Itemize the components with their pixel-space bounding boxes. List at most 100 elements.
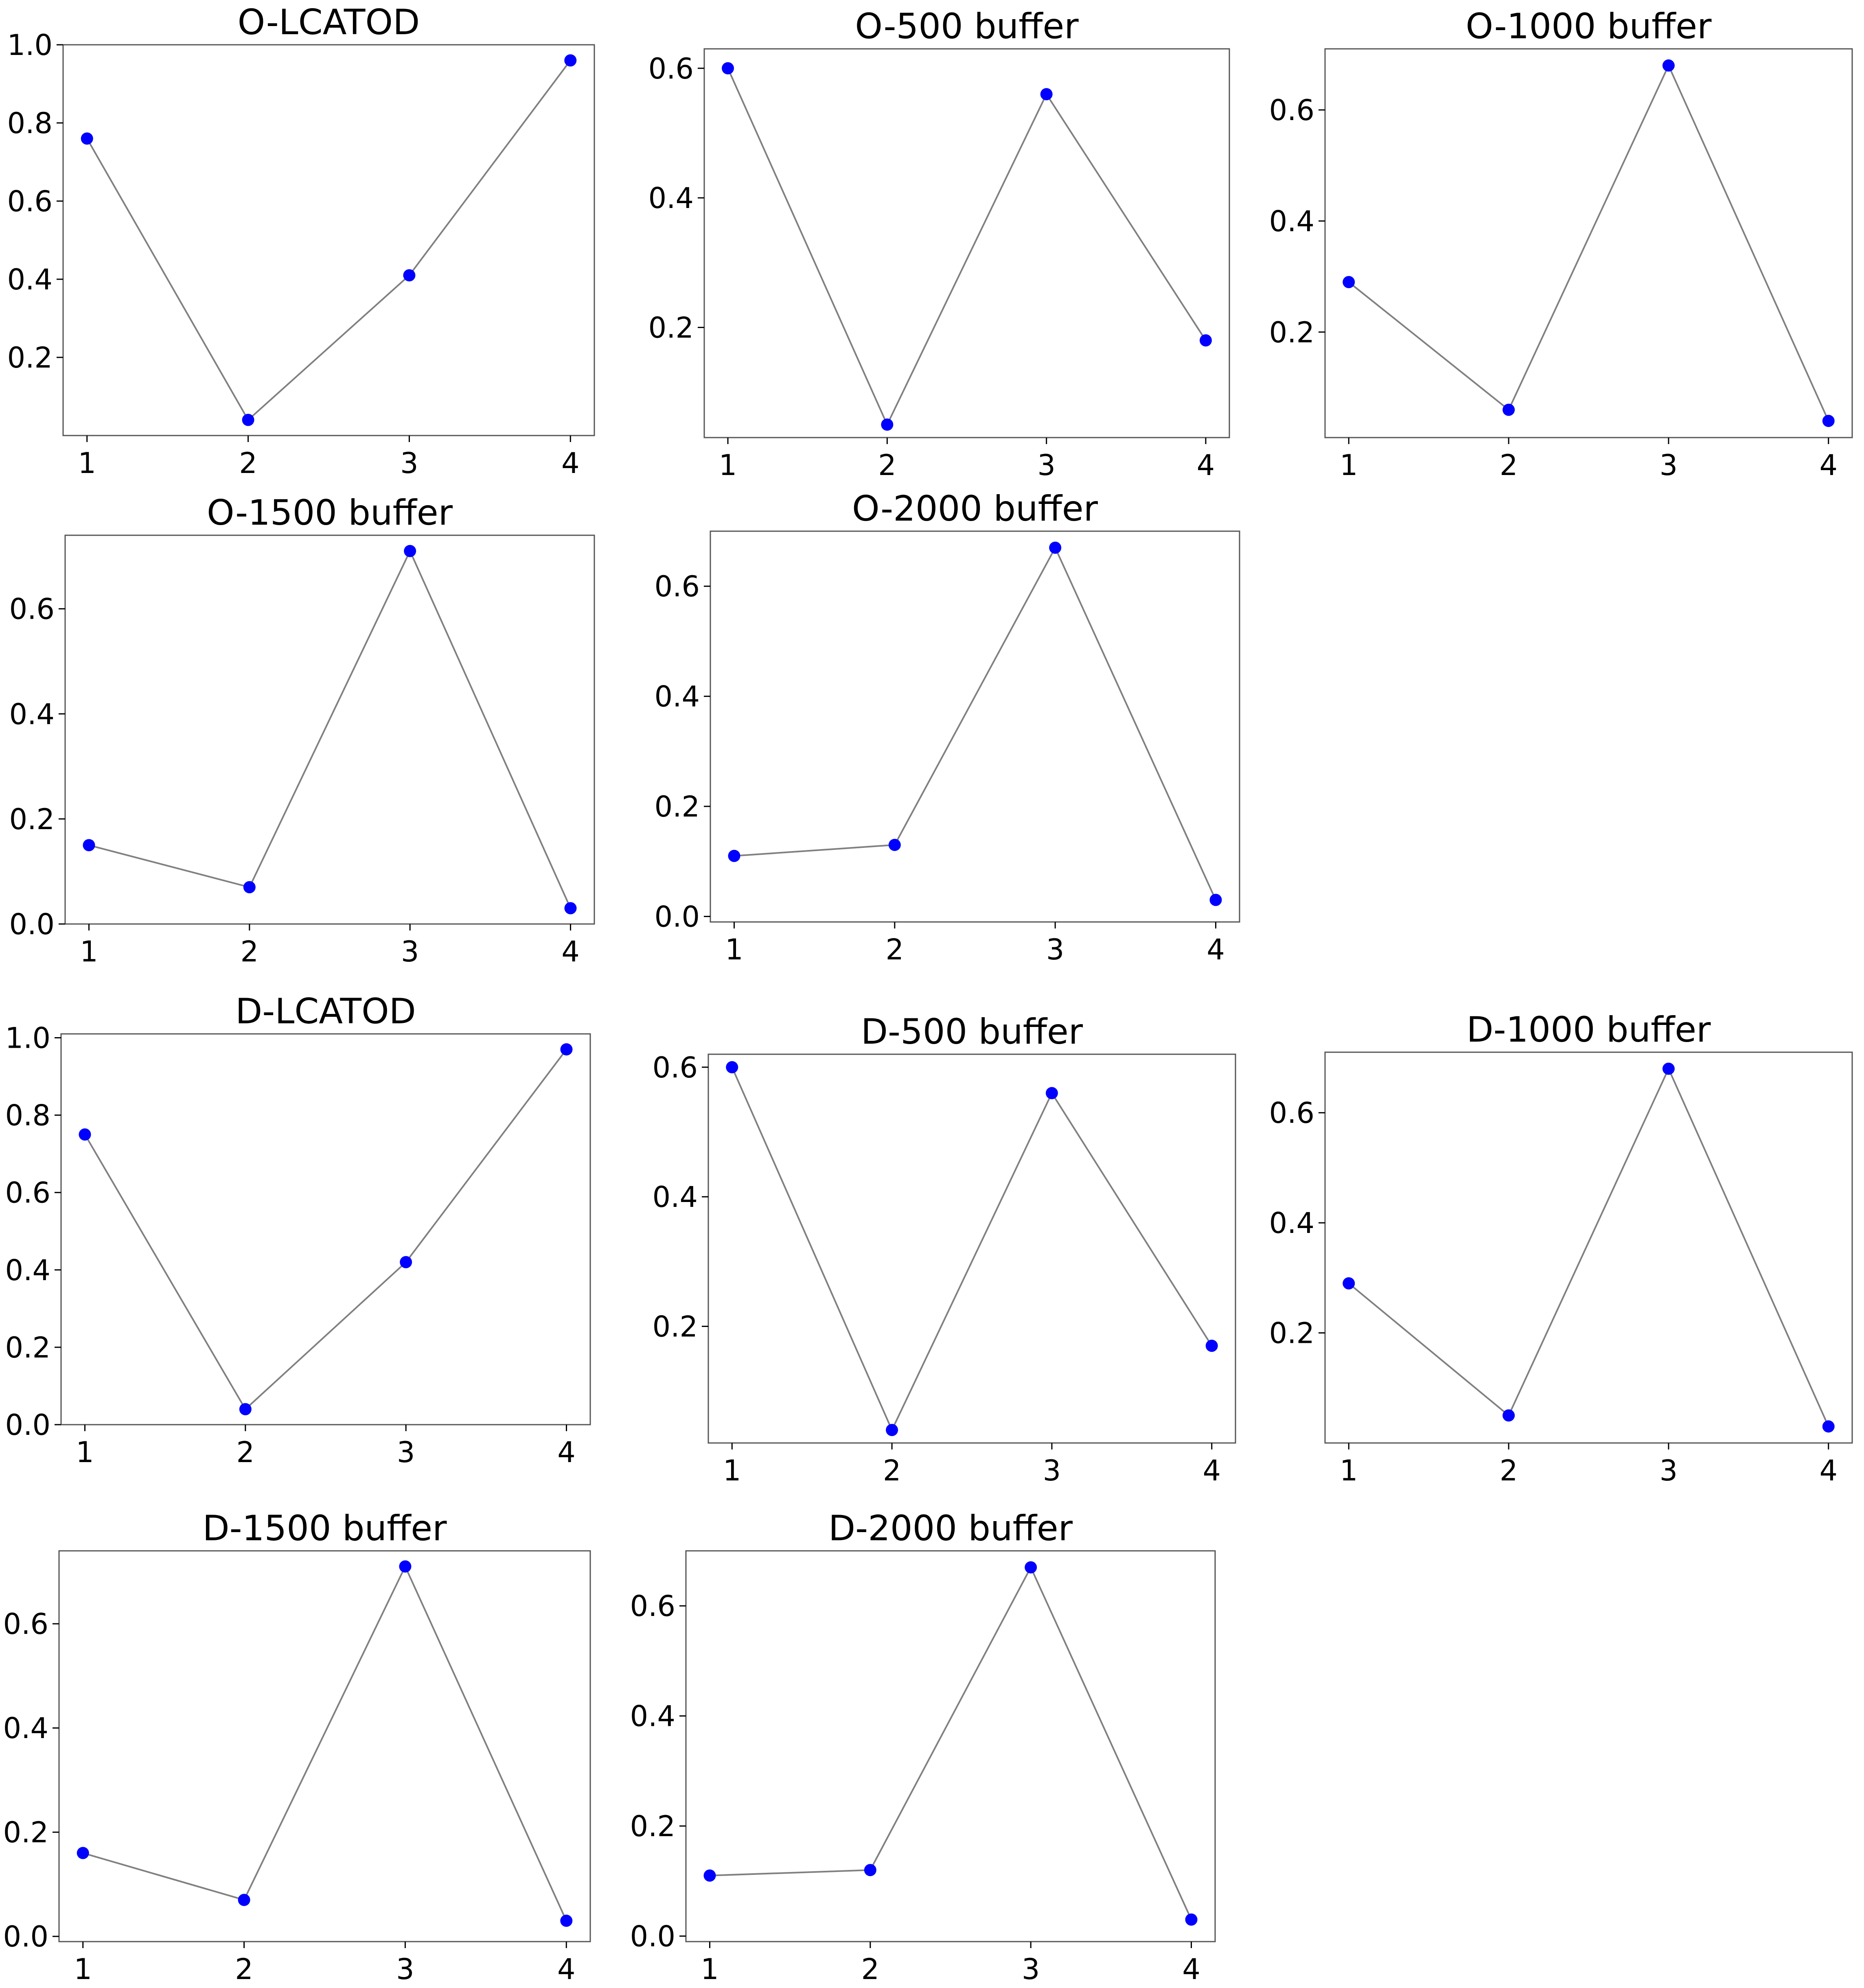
data-point	[1199, 334, 1212, 347]
data-point	[243, 881, 256, 893]
x-tick-label: 4	[557, 1436, 576, 1469]
panel-o-500-buffer: O-500 buffer 0.6 0.4 0.2 1 2 3 4	[643, 4, 1238, 484]
data-point	[728, 849, 740, 862]
x-tick-label: 1	[725, 933, 743, 966]
x-tick-label: 2	[1500, 1454, 1518, 1487]
data-point	[726, 1061, 738, 1073]
y-tick-label: 0.6	[9, 593, 55, 626]
x-tick-label: 2	[883, 1454, 901, 1487]
series-line	[88, 549, 572, 909]
data-point	[1503, 1409, 1515, 1422]
data-point	[1025, 1561, 1037, 1574]
data-point	[79, 1128, 91, 1141]
data-point	[1049, 541, 1062, 554]
chart-svg: O-2000 buffer 0.6 0.4 0.2 0.0 1 2 3 4	[655, 488, 1240, 966]
x-tick-label: 3	[401, 935, 419, 968]
x-tick-label: 1	[74, 1953, 92, 1986]
data-point	[399, 1560, 412, 1573]
panel-o-1000-buffer: O-1000 buffer 0.6 0.4 0.2 1 2 3 4	[1264, 4, 1860, 484]
panel-o-lcatod: O-LCATOD 1.0 0.8 0.6 0.4 0.2 1 2 3 4	[2, 0, 602, 482]
y-tick-label: 0.6	[1269, 94, 1314, 127]
data-point	[560, 1043, 573, 1056]
x-tick-label: 4	[1182, 1953, 1200, 1986]
y-tick-label: 1.0	[5, 1022, 50, 1055]
data-point	[1040, 88, 1053, 101]
panel-d-2000-buffer: D-2000 buffer 0.6 0.4 0.2 0.0 1 2 3 4	[625, 1506, 1223, 1988]
y-tick-label: 0.6	[3, 1607, 48, 1641]
data-point	[1822, 1420, 1835, 1433]
data-point	[1205, 1340, 1218, 1352]
x-tick-label: 2	[239, 447, 257, 480]
plot-frame	[64, 534, 595, 925]
chart-svg: D-500 buffer 0.6 0.4 0.2 1 2 3 4	[653, 1012, 1236, 1487]
y-tick-label: 0.0	[3, 1920, 48, 1953]
x-tick-label: 2	[861, 1953, 880, 1986]
plot-frame	[710, 530, 1240, 923]
y-tick-label: 0.2	[1269, 316, 1314, 349]
plot-frame	[703, 48, 1230, 438]
x-tick-label: 3	[1660, 1454, 1678, 1487]
data-point	[1045, 1087, 1058, 1099]
chart-title: O-1500 buffer	[207, 493, 453, 533]
data-point	[888, 839, 901, 851]
x-tick-label: 4	[1203, 1454, 1221, 1487]
series-line	[710, 1565, 1192, 1920]
series-line	[1348, 1066, 1829, 1427]
chart-title: O-2000 buffer	[852, 488, 1098, 529]
plot-frame	[58, 1550, 591, 1942]
y-tick-label: 0.8	[5, 1099, 50, 1132]
y-tick-label: 0.6	[655, 570, 700, 603]
x-tick-label: 4	[1207, 933, 1225, 966]
y-tick-label: 0.6	[5, 1176, 50, 1210]
series-line	[727, 68, 1207, 427]
data-point	[881, 418, 894, 431]
panel-d-500-buffer: D-500 buffer 0.6 0.4 0.2 1 2 3 4	[647, 1009, 1244, 1489]
data-point	[1822, 415, 1835, 427]
y-tick-label: 0.2	[5, 1331, 50, 1364]
series-line	[83, 1564, 567, 1921]
plot-frame	[1324, 48, 1853, 438]
y-tick-label: 0.6	[1269, 1097, 1314, 1130]
series-line	[734, 546, 1217, 900]
y-tick-label: 0.4	[1269, 205, 1314, 238]
plot-frame	[60, 1033, 591, 1425]
x-tick-label: 3	[1037, 449, 1056, 482]
y-tick-label: 0.4	[648, 182, 694, 215]
y-tick-label: 0.0	[655, 900, 700, 933]
chart-svg: D-1500 buffer 0.6 0.4 0.2 0.0 1 2 3 4	[3, 1508, 591, 1986]
series-line	[84, 1049, 567, 1411]
data-point	[1503, 403, 1515, 416]
y-tick-label: 0.8	[7, 107, 53, 140]
x-tick-label: 2	[237, 1436, 255, 1469]
y-tick-label: 0.2	[630, 1810, 675, 1843]
x-tick-label: 2	[235, 1953, 253, 1986]
data-point	[404, 545, 416, 557]
y-tick-label: 0.6	[653, 1051, 698, 1084]
y-tick-label: 1.0	[7, 28, 53, 62]
data-point	[1662, 1062, 1675, 1075]
chart-svg: O-LCATOD 1.0 0.8 0.6 0.4 0.2 1 2 3 4	[7, 2, 595, 480]
data-point	[77, 1847, 89, 1859]
chart-svg: D-LCATOD 1.0 0.8 0.6 0.4 0.2 0.0 1 2 3 4	[5, 991, 591, 1469]
y-tick-label: 0.2	[9, 803, 55, 836]
chart-svg: O-1500 buffer 0.6 0.4 0.2 0.0 1 2 3 4	[9, 493, 595, 968]
y-tick-label: 0.4	[655, 680, 700, 714]
data-point	[1343, 276, 1355, 288]
y-tick-label: 0.4	[653, 1180, 698, 1214]
y-tick-label: 0.4	[1269, 1206, 1314, 1240]
chart-title: D-500 buffer	[861, 1012, 1083, 1052]
data-point	[1209, 893, 1222, 906]
chart-svg: D-1000 buffer 0.6 0.4 0.2 1 2 3 4	[1269, 1009, 1853, 1487]
chart-title: D-2000 buffer	[828, 1508, 1073, 1549]
data-point	[1185, 1913, 1198, 1926]
panel-d-lcatod: D-LCATOD 1.0 0.8 0.6 0.4 0.2 0.0 1 2 3 4	[0, 989, 598, 1471]
data-point	[403, 269, 416, 282]
data-point	[703, 1869, 716, 1882]
series-line	[86, 60, 571, 421]
y-tick-label: 0.2	[1269, 1317, 1314, 1350]
data-point	[242, 414, 254, 426]
x-tick-label: 2	[1500, 449, 1518, 482]
plot-frame	[1324, 1051, 1853, 1444]
x-tick-label: 3	[396, 1953, 414, 1986]
y-tick-label: 0.2	[7, 341, 53, 374]
